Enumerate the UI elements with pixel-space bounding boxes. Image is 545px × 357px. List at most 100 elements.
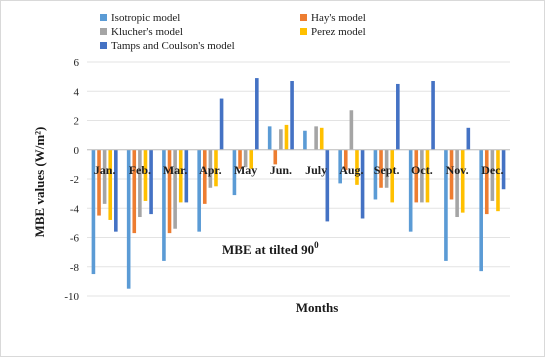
bar <box>178 149 183 203</box>
bar <box>214 149 218 187</box>
x-tick-label: Mar. <box>163 163 188 177</box>
y-tick-label: 0 <box>74 145 80 157</box>
bar <box>384 149 389 188</box>
bar <box>149 149 153 215</box>
x-tick-label: May <box>234 163 257 177</box>
bar <box>202 149 207 204</box>
bar <box>484 149 489 215</box>
x-tick-labels: Jan. Feb. Mar. Apr. May Jun. July Aug. Sept. Oct.… <box>94 163 504 177</box>
bar <box>431 81 435 150</box>
x-tick-label: Apr. <box>199 163 222 177</box>
bar <box>408 149 413 232</box>
bar <box>238 149 242 169</box>
legend-label: Isotropic model <box>111 12 180 24</box>
x-tick-label: Dec. <box>481 163 503 177</box>
bar <box>414 149 419 203</box>
y-tick-label: -2 <box>70 174 79 186</box>
legend-label: Klucher's model <box>111 26 183 38</box>
y-tick-label: 6 <box>74 57 80 69</box>
bar <box>138 149 142 218</box>
bar <box>132 149 137 234</box>
bar <box>279 129 283 150</box>
bar <box>167 149 172 234</box>
bar <box>490 149 495 201</box>
bar <box>173 149 177 229</box>
bar <box>143 149 148 201</box>
bar <box>455 149 459 218</box>
bar <box>208 149 213 188</box>
chart-annotation: MBE at tilted 900 <box>222 240 319 257</box>
bar <box>479 149 483 272</box>
bar <box>273 149 278 165</box>
bar <box>97 149 101 216</box>
bar <box>108 149 113 220</box>
bar <box>114 149 118 232</box>
bar <box>243 149 248 168</box>
legend-swatch <box>100 42 107 49</box>
x-tick-label: Nov. <box>446 163 469 177</box>
bar <box>396 83 400 150</box>
bar <box>420 149 424 203</box>
y-tick-label: -10 <box>64 291 79 303</box>
bar <box>349 110 354 150</box>
bar <box>284 124 289 150</box>
bar <box>232 149 237 196</box>
bar <box>219 98 224 150</box>
legend-swatch <box>100 14 107 21</box>
bar <box>290 81 294 150</box>
y-tick-label: -6 <box>70 233 80 245</box>
y-tick-label: -4 <box>70 203 80 215</box>
bar <box>162 149 166 261</box>
bar <box>303 130 307 150</box>
y-axis-label: MBE values (W/m²) <box>32 127 47 238</box>
legend-label: Hay's model <box>311 12 366 24</box>
x-axis-label: Months <box>296 300 339 315</box>
y-tick-label: 2 <box>74 116 80 128</box>
bar <box>425 149 430 203</box>
legend-label: Perez model <box>311 26 366 38</box>
bar <box>390 149 395 203</box>
bar <box>355 149 359 185</box>
y-tick-labels: -10 -8 -6 -4 -2 0 2 4 6 <box>64 57 79 303</box>
bars <box>91 78 506 289</box>
legend: Isotropic model Hay's model Klucher's mode… <box>100 12 366 52</box>
bar <box>343 149 348 171</box>
bar <box>255 78 259 150</box>
bar <box>314 126 318 150</box>
bar <box>91 149 96 275</box>
legend-swatch <box>300 14 307 21</box>
bar <box>102 149 107 204</box>
annotation-text: MBE at tilted 90 <box>222 242 314 257</box>
bar <box>460 149 465 213</box>
bar <box>249 149 254 169</box>
x-tick-label: Feb. <box>129 163 151 177</box>
bar <box>379 149 383 188</box>
annotation-superscript: 0 <box>314 240 319 250</box>
bar <box>319 127 324 150</box>
bar <box>267 126 272 150</box>
bar <box>444 149 448 261</box>
bar <box>373 149 378 200</box>
bar <box>197 149 201 232</box>
bar <box>496 149 500 212</box>
legend-swatch <box>300 28 307 35</box>
y-tick-label: 4 <box>74 86 80 98</box>
bar <box>184 149 189 203</box>
y-tick-label: -8 <box>70 262 80 274</box>
bar <box>449 149 454 200</box>
bar <box>501 149 506 190</box>
legend-swatch <box>100 28 107 35</box>
x-tick-label: Jun. <box>270 163 292 177</box>
bar <box>338 149 342 184</box>
x-tick-label: Jan. <box>94 163 116 177</box>
bar <box>466 127 471 150</box>
legend-label: Tamps and Coulson's model <box>111 40 235 52</box>
x-tick-label: Aug. <box>339 163 363 177</box>
x-tick-label: Oct. <box>411 163 433 177</box>
x-tick-label: Sept. <box>374 163 400 177</box>
x-tick-label: July <box>305 163 327 177</box>
bar <box>126 149 131 289</box>
bar <box>360 149 365 219</box>
bar <box>325 149 330 222</box>
